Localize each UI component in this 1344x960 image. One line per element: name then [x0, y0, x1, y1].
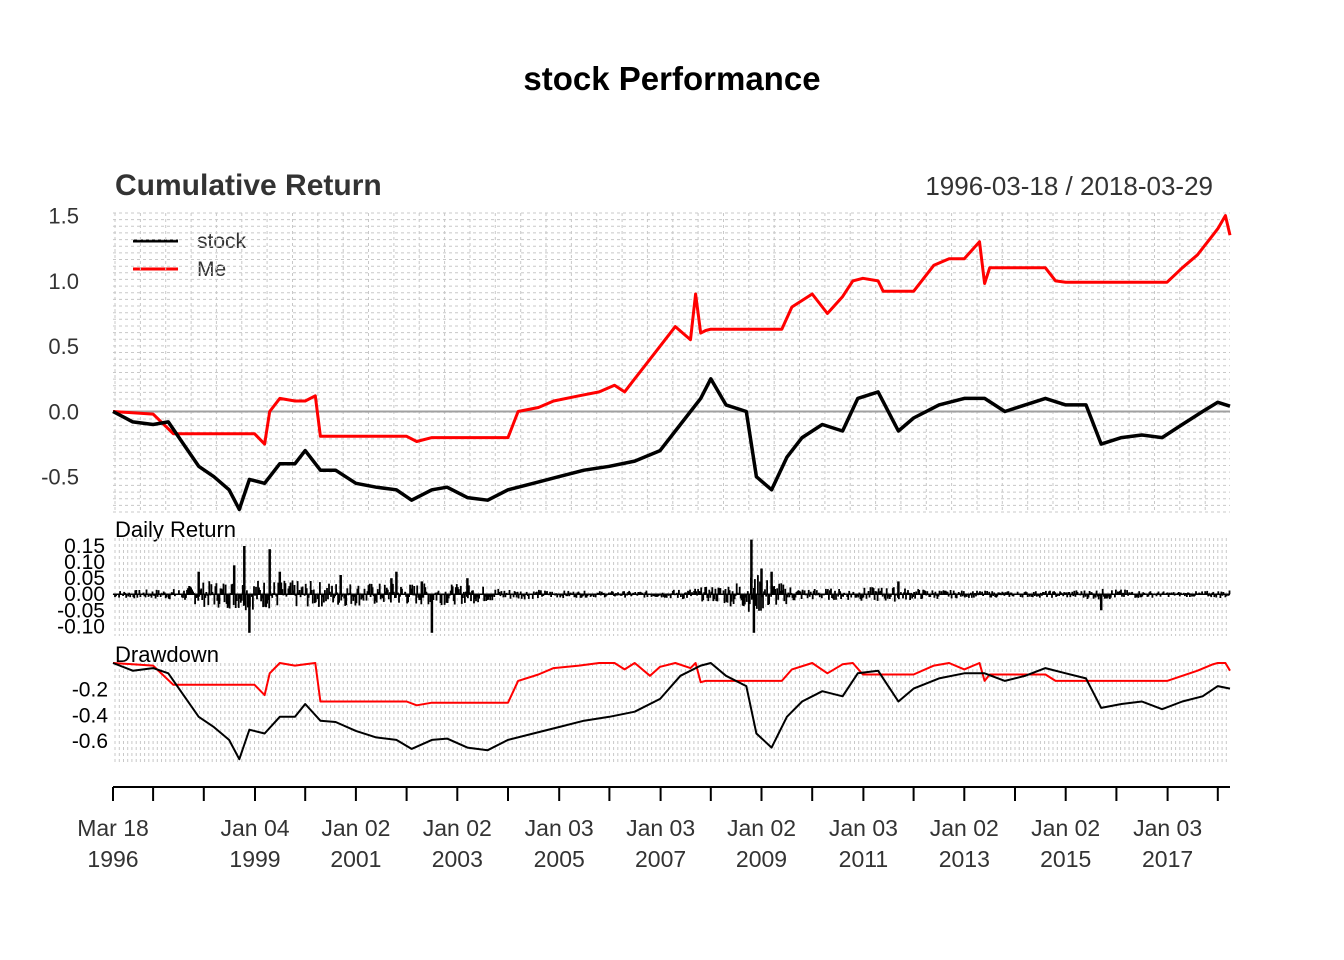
drawdown-y-tick-label: -0.2 [72, 679, 108, 702]
x-tick-label-year: 2009 [736, 846, 787, 872]
drawdown-series-me [112, 662, 1231, 707]
x-tick-label-date: Jan 03 [829, 815, 898, 841]
daily-y-tick-label: 0.00 [64, 583, 105, 606]
x-tick-label-date: Jan 04 [220, 815, 289, 841]
x-tick-label-year: 2013 [939, 846, 990, 872]
cumulative-series-me [112, 214, 1232, 446]
date-range: 1996-03-18 / 2018-03-29 [925, 171, 1213, 201]
x-tick-label-year: 1996 [87, 846, 138, 872]
cumulative-series-stock [112, 377, 1231, 512]
cumulative-grid-h [113, 212, 1230, 513]
cumulative-grid-v [114, 213, 1206, 512]
drawdown-y-tick-label: -0.4 [72, 704, 109, 727]
cumulative-y-tick-label: 0.5 [48, 334, 79, 359]
x-tick-label-year: 2015 [1040, 846, 1091, 872]
daily-y-tick-label: -0.05 [57, 599, 105, 622]
x-tick-label-date: Jan 03 [1133, 815, 1202, 841]
cumulative-y-tick-label: 1.0 [48, 269, 79, 294]
cumulative-y-tick-label: -0.5 [41, 465, 79, 490]
daily-y-tick-label: -0.10 [57, 615, 105, 638]
drawdown-series-stock [112, 662, 1231, 761]
daily-panel-title: Daily Return [115, 517, 236, 542]
x-tick-label-date: Jan 02 [930, 815, 999, 841]
drawdown-y-tick-label: -0.6 [72, 730, 108, 753]
cumulative-y-tick-label: 1.5 [48, 204, 79, 229]
x-tick-label-date: Jan 02 [321, 815, 390, 841]
x-tick-label-year: 2003 [432, 846, 483, 872]
x-tick-label-year: 2007 [635, 846, 686, 872]
x-tick-label-year: 2001 [330, 846, 381, 872]
daily-y-tick-label: 0.15 [64, 535, 105, 558]
x-tick-label-date: Jan 02 [423, 815, 492, 841]
legend-label-stock: stock [197, 230, 247, 253]
chart-title: stock Performance [523, 60, 820, 97]
cumulative-y-tick-label: 0.0 [48, 400, 79, 425]
daily-y-tick-label: 0.05 [64, 567, 105, 590]
x-tick-label-year: 2011 [839, 846, 888, 872]
x-tick-label-year: 2005 [534, 846, 585, 872]
x-tick-label-date: Jan 02 [727, 815, 796, 841]
x-tick-label-date: Mar 18 [77, 815, 149, 841]
x-tick-label-date: Jan 03 [525, 815, 594, 841]
cumulative-panel-title: Cumulative Return [115, 169, 382, 202]
daily-y-tick-label: 0.10 [64, 551, 105, 574]
x-tick-label-year: 2017 [1142, 846, 1193, 872]
x-tick-label-date: Jan 03 [626, 815, 695, 841]
drawdown-grid-v [114, 663, 1227, 763]
x-tick-label-year: 1999 [229, 846, 280, 872]
x-tick-label-date: Jan 02 [1031, 815, 1100, 841]
legend-label-me: Me [197, 258, 226, 281]
drawdown-panel-title: Drawdown [115, 642, 219, 667]
